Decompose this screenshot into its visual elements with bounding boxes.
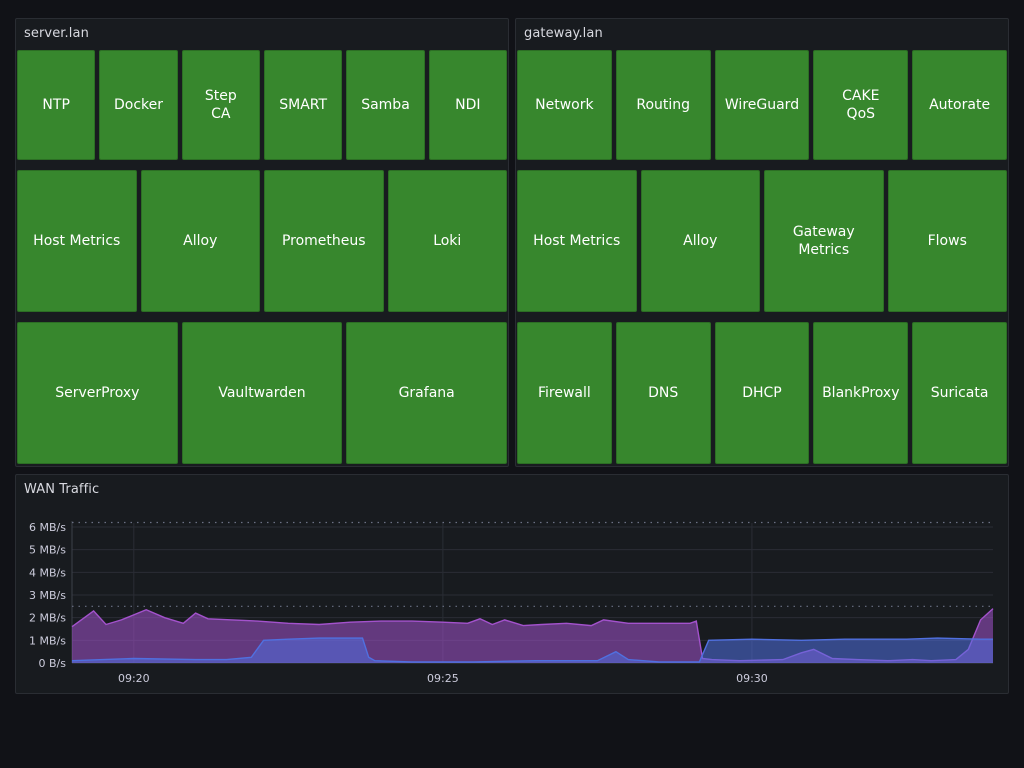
gateway-tile-dns[interactable]: DNS <box>615 322 711 464</box>
server-tile-loki[interactable]: Loki <box>387 170 507 312</box>
y-tick-label: 6 MB/s <box>29 521 66 534</box>
gateway-tile-network[interactable]: Network <box>517 50 612 160</box>
y-tick-label: 3 MB/s <box>29 589 66 602</box>
server-tile-smart[interactable]: SMART <box>264 50 343 160</box>
x-tick-label: 09:20 <box>118 672 150 685</box>
server-panel-title: server.lan <box>24 26 89 41</box>
wan-traffic-title: WAN Traffic <box>24 482 100 497</box>
gateway-tile-wireguard[interactable]: WireGuard <box>714 50 810 160</box>
y-tick-label: 1 MB/s <box>29 634 66 647</box>
gateway-tile-dhcp[interactable]: DHCP <box>714 322 810 464</box>
series-1-area <box>72 638 993 663</box>
gateway-tile-blankproxy[interactable]: BlankProxy <box>813 322 909 464</box>
series-1-line <box>71 637 993 663</box>
y-tick-label: 4 MB/s <box>29 566 66 579</box>
gateway-tile-gateway-metrics[interactable]: Gateway Metrics <box>764 170 884 312</box>
server-tile-step-ca[interactable]: Step CA <box>181 50 260 160</box>
gateway-panel-title: gateway.lan <box>524 26 603 41</box>
gateway-tile-suricata[interactable]: Suricata <box>912 322 1007 464</box>
gateway-tile-routing[interactable]: Routing <box>615 50 711 160</box>
server-tile-samba[interactable]: Samba <box>346 50 425 160</box>
gateway-tile-alloy[interactable]: Alloy <box>640 170 760 312</box>
wan-traffic-panel: WAN Traffic 0 B/s 1 MB/s 2 MB/s 3 MB/s 4 MB/… <box>15 474 1009 694</box>
x-tick-label: 09:25 <box>427 672 459 685</box>
x-tick-label: 09:30 <box>736 672 768 685</box>
y-tick-label: 5 MB/s <box>29 544 66 557</box>
gateway-tile-firewall[interactable]: Firewall <box>517 322 612 464</box>
wan-traffic-chart[interactable]: 0 B/s 1 MB/s 2 MB/s 3 MB/s 4 MB/s 5 MB/s 6 MB/… <box>16 475 1010 695</box>
gateway-tile-host-metrics[interactable]: Host Metrics <box>517 170 637 312</box>
gateway-tile-autorate[interactable]: Autorate <box>912 50 1007 160</box>
gateway-tile-cake-qos[interactable]: CAKE QoS <box>813 50 909 160</box>
server-tile-host-metrics[interactable]: Host Metrics <box>17 170 137 312</box>
y-tick-label: 2 MB/s <box>29 612 66 625</box>
server-tile-ndi[interactable]: NDI <box>428 50 507 160</box>
server-tile-docker[interactable]: Docker <box>99 50 178 160</box>
server-tile-ntp[interactable]: NTP <box>17 50 96 160</box>
server-tile-alloy[interactable]: Alloy <box>140 170 260 312</box>
server-tile-vaultwarden[interactable]: Vaultwarden <box>181 322 343 464</box>
gateway-tile-flows[interactable]: Flows <box>887 170 1007 312</box>
server-tile-grafana[interactable]: Grafana <box>346 322 507 464</box>
server-tile-prometheus[interactable]: Prometheus <box>264 170 384 312</box>
server-tile-serverproxy[interactable]: ServerProxy <box>17 322 178 464</box>
y-tick-label: 0 B/s <box>39 657 67 670</box>
